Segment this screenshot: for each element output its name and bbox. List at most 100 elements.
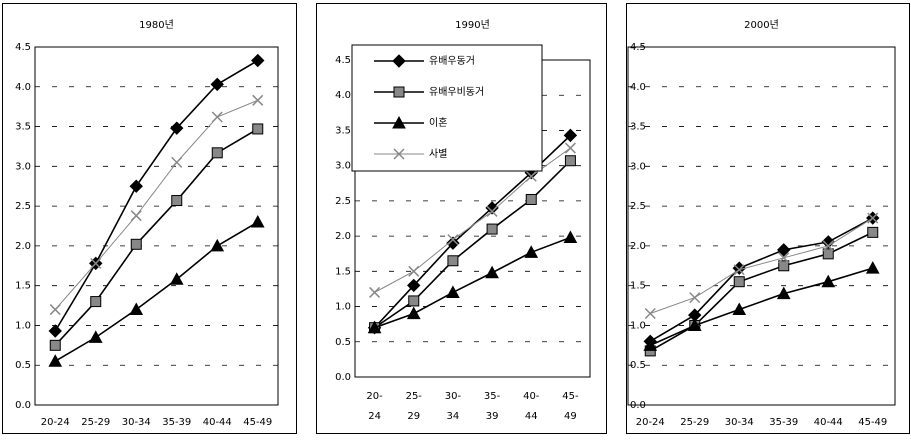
marker: [90, 257, 102, 269]
marker: [48, 354, 63, 367]
marker: [250, 214, 265, 228]
marker: [563, 128, 578, 143]
marker: [252, 123, 264, 135]
marker: [822, 240, 834, 252]
marker: [563, 230, 578, 244]
chart-panel: [626, 3, 910, 434]
y-tick-label: 3.5: [335, 125, 351, 136]
x-tick-label: 35-39: [162, 417, 191, 428]
marker: [210, 238, 225, 252]
marker: [369, 286, 381, 298]
y-tick-label: 1.0: [630, 320, 646, 331]
marker: [644, 307, 656, 320]
series-line: [374, 160, 571, 329]
x-tick-label: 20-: [366, 391, 383, 402]
plot-area: [627, 46, 896, 406]
marker: [251, 53, 265, 68]
series-line: [54, 59, 259, 332]
marker: [447, 255, 459, 267]
y-tick-label: 2.5: [630, 201, 646, 212]
legend-marker: [393, 86, 405, 98]
series-line: [54, 128, 259, 346]
series-line: [374, 236, 571, 329]
y-tick-label: 0.5: [335, 337, 351, 348]
marker: [130, 210, 142, 222]
marker: [732, 302, 747, 316]
marker: [643, 338, 658, 351]
marker: [777, 243, 791, 257]
x-tick-label: 40-: [523, 391, 540, 402]
marker: [171, 156, 183, 168]
x-tick-label: 35-39: [769, 417, 798, 428]
marker: [867, 226, 879, 238]
y-tick-label: 2.0: [15, 241, 31, 252]
x-tick-label: 49: [564, 411, 577, 422]
y-tick-label: 2.0: [335, 231, 351, 242]
legend-marker: [393, 148, 405, 160]
marker: [822, 248, 834, 260]
y-tick-label: 2.5: [335, 196, 351, 207]
x-tick-label: 45-49: [858, 417, 887, 428]
y-tick-label: 3.0: [15, 161, 31, 172]
marker: [733, 264, 745, 276]
series-line: [54, 221, 259, 362]
marker: [821, 274, 836, 288]
marker: [485, 265, 499, 279]
marker: [778, 252, 790, 264]
marker: [49, 304, 61, 316]
marker: [564, 142, 576, 154]
x-tick-label: 30-34: [122, 417, 151, 428]
x-tick-label: 25-29: [680, 417, 709, 428]
y-tick-label: 0.5: [630, 360, 646, 371]
series-line: [650, 217, 874, 314]
x-tick-label: 25-: [406, 391, 423, 402]
plot-area: [34, 46, 279, 406]
marker: [733, 276, 745, 288]
marker: [446, 285, 460, 298]
marker: [90, 296, 102, 308]
marker: [171, 195, 183, 207]
legend-box: [351, 44, 543, 172]
marker: [446, 236, 460, 250]
x-tick-label: 20-24: [636, 417, 665, 428]
series-line: [649, 231, 874, 352]
legend-label: 유배우동거: [429, 55, 475, 67]
x-tick-label: 35-: [484, 391, 501, 402]
legend-label: 유배우비동거: [429, 86, 484, 98]
y-tick-label: 4.0: [15, 82, 31, 93]
marker: [407, 278, 421, 293]
marker: [821, 235, 835, 249]
chart: 1980년 0.0 0.5 1.0 1.5 2.0 2.5 3.0 3.5 4.0 4.5 20-24…: [2, 3, 297, 434]
chart-title: 2000년: [744, 19, 779, 31]
x-tick-label: 30-: [445, 391, 462, 402]
x-tick-label: 40-44: [203, 417, 232, 428]
series-line: [649, 267, 873, 347]
x-tick-label: 25-29: [81, 417, 110, 428]
marker: [447, 234, 459, 246]
marker: [564, 155, 576, 167]
marker: [48, 324, 62, 338]
y-tick-label: 4.0: [335, 90, 351, 101]
series-line: [374, 147, 571, 293]
x-tick-label: 39: [486, 411, 499, 422]
legend-marker: [392, 54, 406, 68]
marker: [408, 295, 420, 307]
marker: [778, 260, 790, 272]
marker: [49, 339, 61, 351]
marker: [170, 121, 184, 135]
y-tick-label: 2.0: [630, 241, 646, 252]
marker: [129, 179, 143, 193]
y-tick-label: 4.0: [630, 82, 646, 93]
y-tick-label: 4.5: [335, 55, 351, 66]
marker: [252, 94, 264, 106]
marker: [776, 286, 791, 300]
marker: [486, 205, 498, 217]
y-tick-label: 1.5: [335, 266, 351, 277]
marker: [211, 147, 223, 159]
marker: [525, 193, 537, 205]
y-tick-label: 3.5: [630, 122, 646, 133]
marker: [485, 201, 499, 215]
y-tick-label: 0.0: [335, 372, 351, 383]
marker: [486, 223, 498, 235]
